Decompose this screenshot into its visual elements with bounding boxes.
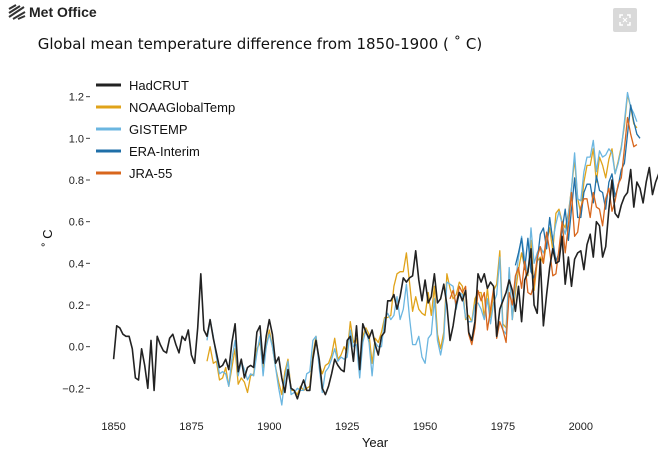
logo-text: Met Office — [29, 4, 97, 20]
x-tick-label: 1975 — [491, 421, 515, 433]
x-tick-label: 1925 — [335, 421, 359, 433]
x-tick-label: 1850 — [101, 421, 125, 433]
x-tick-label: 1875 — [179, 421, 203, 433]
legend-label-jra-55: JRA-55 — [129, 166, 172, 181]
x-tick-label: 2000 — [569, 421, 593, 433]
y-tick-label: 1.0 — [69, 133, 84, 145]
chart-title: Global mean temperature difference from … — [38, 35, 482, 53]
series-line-hadcrut — [112, 166, 658, 400]
legend-label-noaaglobaltemp: NOAAGlobalTemp — [129, 100, 235, 115]
y-tick-label: 0.2 — [69, 300, 84, 312]
x-axis-label: Year — [362, 435, 389, 450]
met-office-logo: Met Office — [8, 4, 97, 20]
legend-label-gistemp: GISTEMP — [129, 122, 188, 137]
series-line-noaaglobaltemp — [206, 93, 638, 396]
met-office-logo-icon — [8, 4, 26, 20]
fullscreen-button[interactable] — [613, 8, 637, 32]
series-line-jra-55 — [449, 116, 638, 346]
y-tick-label: 0.0 — [69, 342, 84, 354]
x-tick-label: 1900 — [257, 421, 281, 433]
x-tick-label: 1950 — [413, 421, 437, 433]
legend-label-hadcrut: HadCRUT — [129, 78, 189, 93]
fullscreen-expand-icon — [619, 14, 631, 26]
y-tick-label: 1.2 — [69, 92, 84, 104]
y-tick-label: 0.4 — [69, 258, 84, 270]
y-tick-label: 0.8 — [69, 175, 84, 187]
y-axis-label: ˚ C — [40, 229, 55, 246]
y-tick-label: −0.2 — [62, 383, 84, 395]
series-line-gistemp — [206, 91, 638, 406]
legend-label-era-interim: ERA-Interim — [129, 144, 200, 159]
y-tick-label: 0.6 — [69, 217, 84, 229]
